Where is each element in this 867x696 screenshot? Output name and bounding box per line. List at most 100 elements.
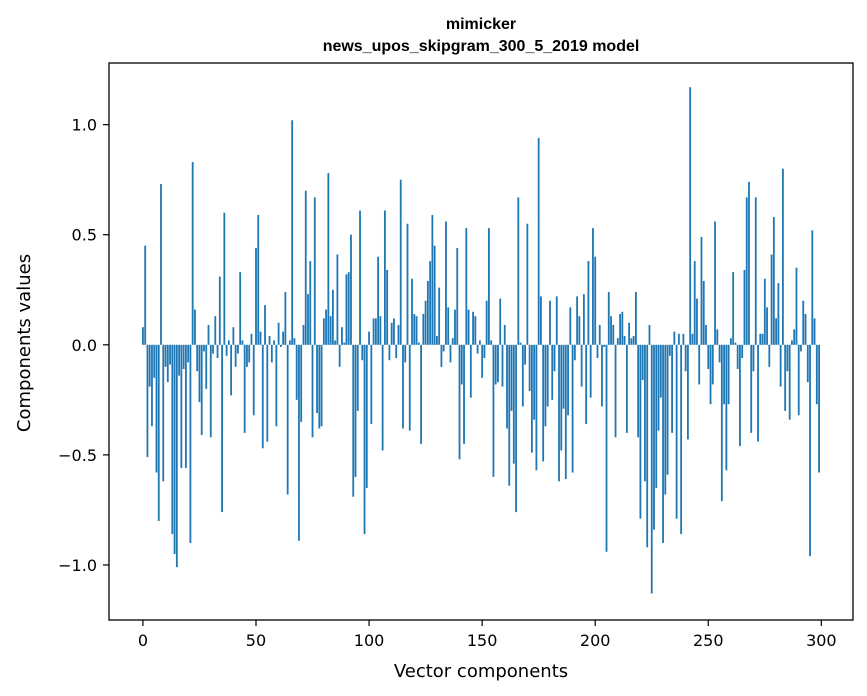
bar-266 xyxy=(743,269,746,345)
bar-102 xyxy=(372,318,375,345)
bar-135 xyxy=(447,307,450,345)
bar-211 xyxy=(619,313,621,345)
bar-148 xyxy=(476,344,479,354)
bar-39 xyxy=(230,344,233,396)
bar-142 xyxy=(463,344,465,444)
bar-195 xyxy=(582,294,585,345)
bar-181 xyxy=(551,344,554,400)
bar-46 xyxy=(246,344,248,367)
x-tick-label: 0 xyxy=(138,631,148,650)
bar-159 xyxy=(501,344,504,387)
bar-156 xyxy=(494,344,497,385)
bar-111 xyxy=(393,318,395,345)
bar-282 xyxy=(779,344,782,387)
bar-91 xyxy=(347,272,350,345)
y-tick-label: 1.0 xyxy=(72,116,97,135)
bar-160 xyxy=(503,324,506,345)
bar-281 xyxy=(777,283,780,345)
bar-118 xyxy=(408,344,411,431)
bar-18 xyxy=(182,344,185,370)
x-tick-label: 50 xyxy=(246,631,266,650)
bar-258 xyxy=(725,344,728,471)
bar-144 xyxy=(467,309,470,345)
bar-116 xyxy=(404,344,407,363)
bar-139 xyxy=(456,247,459,345)
bar-47 xyxy=(248,344,251,363)
bar-183 xyxy=(555,296,558,345)
bar-37 xyxy=(225,344,228,356)
bar-224 xyxy=(648,324,651,345)
bar-190 xyxy=(571,344,574,473)
bar-249 xyxy=(705,324,707,345)
bar-239 xyxy=(682,333,685,345)
bar-93 xyxy=(352,344,355,497)
bar-204 xyxy=(603,344,606,347)
bar-108 xyxy=(386,269,389,345)
bar-287 xyxy=(791,340,793,345)
bar-94 xyxy=(354,344,357,477)
bar-248 xyxy=(702,280,705,345)
bar-55 xyxy=(266,344,269,442)
bar-85 xyxy=(334,340,337,345)
bar-292 xyxy=(802,300,805,345)
bar-44 xyxy=(241,340,244,345)
bar-286 xyxy=(788,344,791,420)
bar-78 xyxy=(318,344,321,429)
bar-34 xyxy=(218,276,221,345)
bar-189 xyxy=(569,307,572,345)
bar-109 xyxy=(388,344,391,361)
bar-16 xyxy=(178,344,181,376)
bar-141 xyxy=(460,344,463,385)
bar-206 xyxy=(607,291,610,345)
bar-290 xyxy=(797,344,800,416)
bar-137 xyxy=(451,338,454,345)
bar-29 xyxy=(207,324,210,345)
bar-41 xyxy=(234,344,237,367)
bar-66 xyxy=(291,120,294,345)
bar-117 xyxy=(406,223,409,345)
bar-214 xyxy=(625,344,628,433)
bar-161 xyxy=(506,344,508,429)
bar-262 xyxy=(734,342,737,345)
bar-7 xyxy=(157,344,160,521)
bar-30 xyxy=(209,344,212,438)
bar-146 xyxy=(472,311,474,345)
bar-73 xyxy=(307,294,309,345)
bar-232 xyxy=(666,344,669,475)
bar-121 xyxy=(415,316,418,345)
bar-219 xyxy=(637,344,640,438)
bar-265 xyxy=(741,344,744,359)
bar-273 xyxy=(759,333,762,345)
bar-24 xyxy=(196,344,199,372)
bar-212 xyxy=(621,311,624,345)
x-tick-label: 150 xyxy=(467,631,498,650)
axes-group: 0 50 100 150 200 250 300 −1.0 −0.5 0.0 0.5 1.0 xyxy=(58,116,836,650)
bar-242 xyxy=(689,87,692,345)
bar-182 xyxy=(553,344,556,372)
bar-179 xyxy=(546,344,549,407)
bar-61 xyxy=(279,344,282,347)
bar-103 xyxy=(374,318,377,345)
bar-298 xyxy=(815,344,818,405)
bar-225 xyxy=(650,344,653,594)
bar-105 xyxy=(379,316,382,345)
bar-84 xyxy=(331,289,334,345)
bar-205 xyxy=(605,344,608,552)
bar-114 xyxy=(399,179,402,345)
bar-70 xyxy=(300,344,303,422)
bar-5 xyxy=(153,344,156,378)
bar-163 xyxy=(510,344,513,411)
bar-95 xyxy=(356,344,359,411)
bar-203 xyxy=(601,344,603,407)
bar-228 xyxy=(657,344,660,431)
y-tick-label: −0.5 xyxy=(58,446,97,465)
bar-234 xyxy=(671,344,673,433)
bar-213 xyxy=(623,336,626,345)
bar-280 xyxy=(775,318,778,345)
bar-58 xyxy=(273,340,275,345)
bar-176 xyxy=(540,296,542,345)
bar-251 xyxy=(709,344,712,405)
bar-260 xyxy=(729,338,732,345)
bar-218 xyxy=(635,291,637,345)
